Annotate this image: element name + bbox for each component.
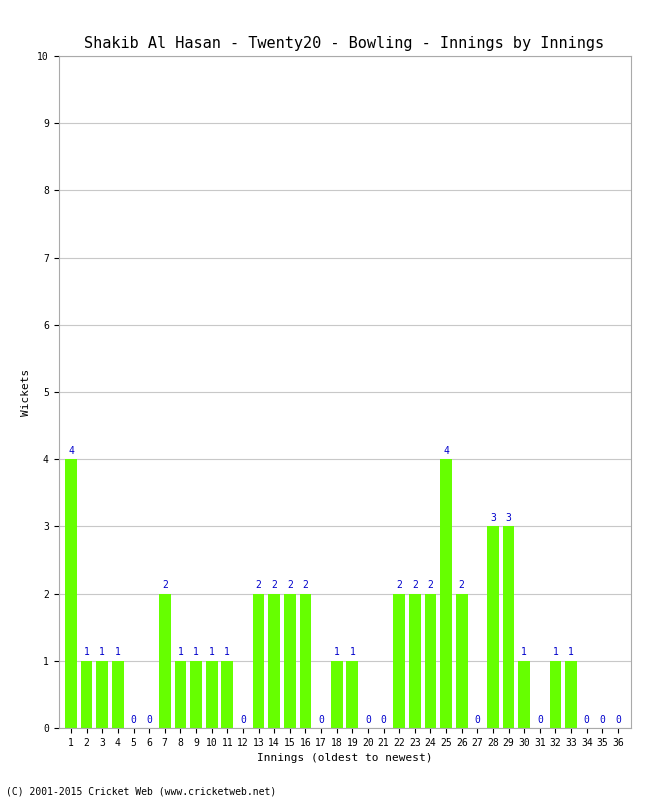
Bar	[190, 661, 202, 728]
Text: (C) 2001-2015 Cricket Web (www.cricketweb.net): (C) 2001-2015 Cricket Web (www.cricketwe…	[6, 786, 277, 796]
Text: 1: 1	[224, 647, 230, 658]
Text: 1: 1	[521, 647, 527, 658]
Text: 0: 0	[131, 714, 136, 725]
Text: 2: 2	[428, 580, 434, 590]
Text: 0: 0	[240, 714, 246, 725]
Bar	[518, 661, 530, 728]
Bar	[346, 661, 358, 728]
Text: 0: 0	[537, 714, 543, 725]
Text: 1: 1	[99, 647, 105, 658]
Text: 1: 1	[552, 647, 558, 658]
Text: 0: 0	[365, 714, 371, 725]
Text: 4: 4	[68, 446, 74, 456]
Text: 4: 4	[443, 446, 449, 456]
Y-axis label: Wickets: Wickets	[21, 368, 31, 416]
Text: 2: 2	[459, 580, 465, 590]
Text: 0: 0	[318, 714, 324, 725]
X-axis label: Innings (oldest to newest): Innings (oldest to newest)	[257, 754, 432, 763]
Text: 1: 1	[350, 647, 356, 658]
Text: 2: 2	[302, 580, 308, 590]
Bar	[81, 661, 92, 728]
Text: 1: 1	[193, 647, 199, 658]
Title: Shakib Al Hasan - Twenty20 - Bowling - Innings by Innings: Shakib Al Hasan - Twenty20 - Bowling - I…	[84, 36, 604, 50]
Text: 3: 3	[490, 513, 496, 523]
Bar	[566, 661, 577, 728]
Bar	[96, 661, 108, 728]
Bar	[393, 594, 405, 728]
Text: 2: 2	[396, 580, 402, 590]
Text: 2: 2	[255, 580, 261, 590]
Bar	[253, 594, 265, 728]
Bar	[300, 594, 311, 728]
Bar	[222, 661, 233, 728]
Text: 1: 1	[115, 647, 121, 658]
Bar	[268, 594, 280, 728]
Text: 2: 2	[271, 580, 277, 590]
Text: 2: 2	[162, 580, 168, 590]
Text: 0: 0	[615, 714, 621, 725]
Text: 0: 0	[381, 714, 387, 725]
Bar	[112, 661, 124, 728]
Bar	[502, 526, 514, 728]
Text: 0: 0	[584, 714, 590, 725]
Text: 1: 1	[209, 647, 214, 658]
Text: 0: 0	[599, 714, 605, 725]
Text: 1: 1	[333, 647, 339, 658]
Text: 1: 1	[177, 647, 183, 658]
Text: 2: 2	[412, 580, 418, 590]
Text: 1: 1	[84, 647, 90, 658]
Bar	[331, 661, 343, 728]
Text: 0: 0	[474, 714, 480, 725]
Bar	[159, 594, 171, 728]
Bar	[65, 459, 77, 728]
Bar	[440, 459, 452, 728]
Text: 0: 0	[146, 714, 152, 725]
Text: 1: 1	[568, 647, 574, 658]
Bar	[456, 594, 467, 728]
Bar	[206, 661, 218, 728]
Bar	[175, 661, 187, 728]
Bar	[424, 594, 436, 728]
Bar	[550, 661, 562, 728]
Bar	[409, 594, 421, 728]
Bar	[487, 526, 499, 728]
Bar	[284, 594, 296, 728]
Text: 3: 3	[506, 513, 512, 523]
Text: 2: 2	[287, 580, 292, 590]
